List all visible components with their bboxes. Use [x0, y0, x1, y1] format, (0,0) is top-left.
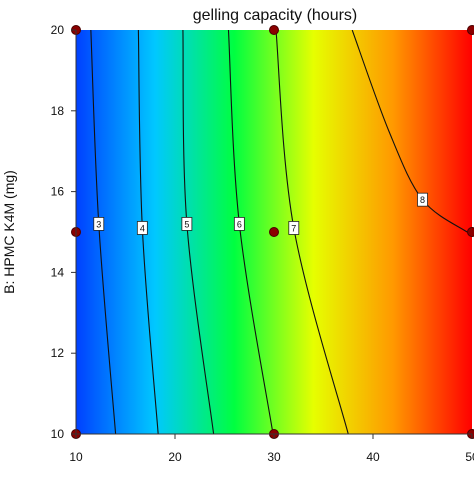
- contour-label-5: 5: [184, 219, 189, 229]
- x-tick-label: 20: [168, 450, 182, 464]
- design-point: [270, 228, 279, 237]
- y-tick-label: 12: [51, 346, 65, 360]
- x-tick-label: 10: [69, 450, 83, 464]
- contour-label-8: 8: [420, 195, 425, 205]
- chart-title: gelling capacity (hours): [193, 7, 358, 24]
- contour-label-7: 7: [291, 223, 296, 233]
- y-tick-label: 10: [51, 427, 65, 441]
- y-tick-label: 18: [51, 104, 65, 118]
- design-point: [468, 26, 474, 35]
- x-tick-label: 50: [465, 450, 474, 464]
- y-axis-label: B: HPMC K4M (mg): [1, 170, 17, 294]
- y-tick-label: 16: [51, 185, 65, 199]
- x-tick-label: 40: [366, 450, 380, 464]
- plot-area: 3 4 5 6 7 8: [72, 26, 474, 439]
- contour-label-3: 3: [96, 219, 101, 229]
- contour-label-4: 4: [140, 223, 145, 233]
- contour-label-6: 6: [237, 219, 242, 229]
- x-tick-label: 30: [267, 450, 281, 464]
- y-tick-label: 20: [51, 23, 65, 37]
- design-point: [270, 26, 279, 35]
- y-tick-label: 14: [51, 265, 65, 279]
- design-point: [468, 228, 474, 237]
